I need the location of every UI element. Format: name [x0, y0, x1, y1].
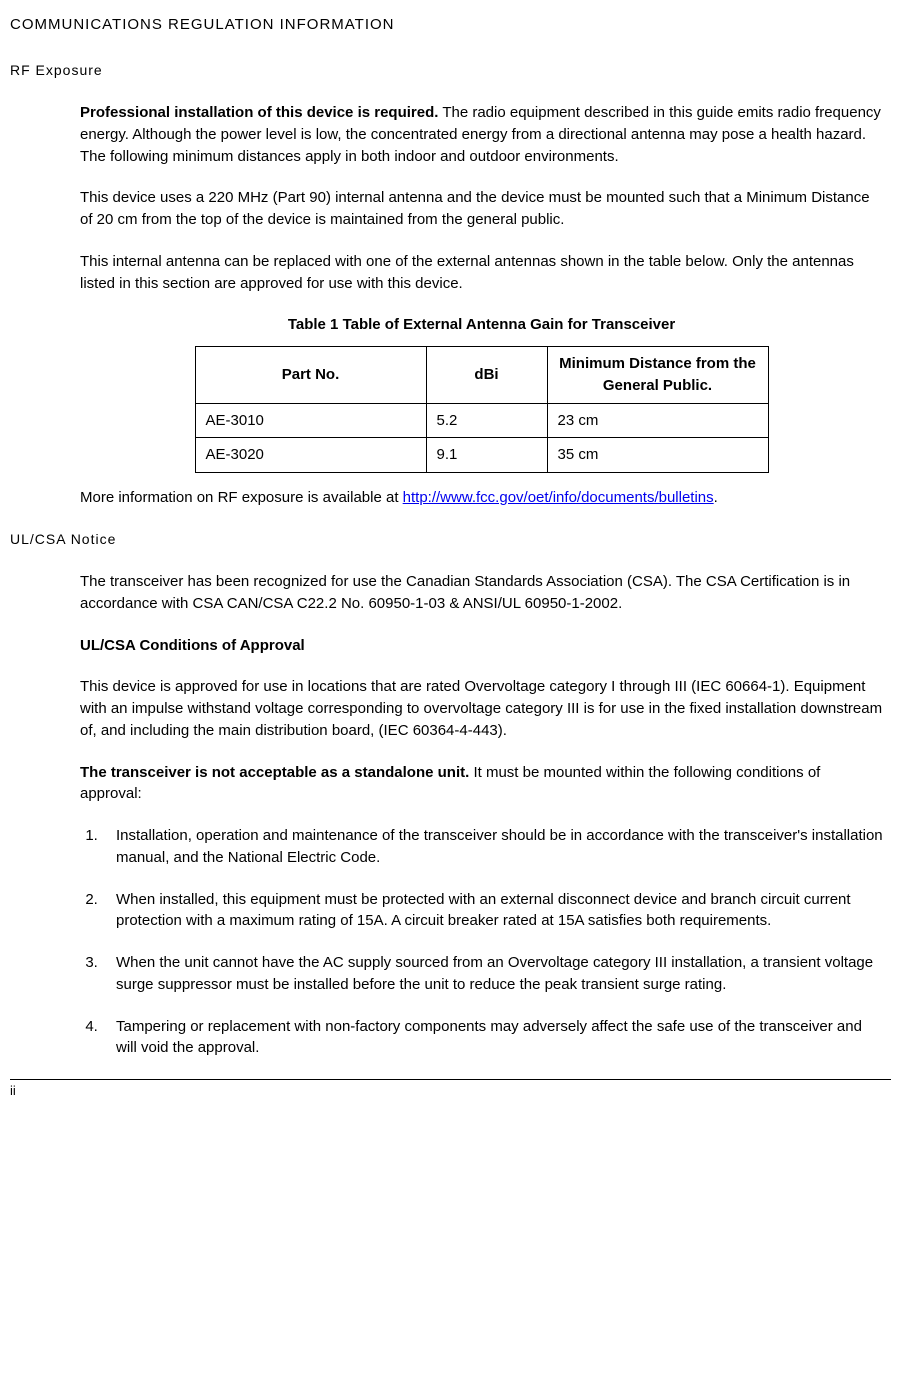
ul-p1: The transceiver has been recognized for … [80, 571, 883, 615]
cell-dbi: 5.2 [426, 403, 547, 438]
cell-distance: 35 cm [547, 438, 768, 473]
table-header-row: Part No. dBi Minimum Distance from the G… [195, 347, 768, 404]
table-row: AE-3020 9.1 35 cm [195, 438, 768, 473]
rf-more-info: More information on RF exposure is avail… [80, 487, 883, 509]
rf-paragraph-1: Professional installation of this device… [80, 102, 883, 167]
list-item: Tampering or replacement with non-factor… [102, 1016, 883, 1060]
page-number: ii [10, 1083, 16, 1098]
antenna-table: Part No. dBi Minimum Distance from the G… [195, 346, 769, 473]
rf-exposure-heading: RF Exposure [10, 60, 891, 80]
table-caption: Table 1 Table of External Antenna Gain f… [80, 314, 883, 336]
rf-paragraph-2: This device uses a 220 MHz (Part 90) int… [80, 187, 883, 231]
col-partno: Part No. [195, 347, 426, 404]
cell-partno: AE-3010 [195, 403, 426, 438]
col-distance: Minimum Distance from the General Public… [547, 347, 768, 404]
conditions-list: Installation, operation and maintenance … [80, 825, 883, 1059]
rf-p1-bold: Professional installation of this device… [80, 104, 438, 121]
ul-p2: This device is approved for use in locat… [80, 676, 883, 741]
more-info-pre: More information on RF exposure is avail… [80, 489, 403, 506]
table-row: AE-3010 5.2 23 cm [195, 403, 768, 438]
rf-exposure-body: Professional installation of this device… [80, 102, 883, 509]
ul-cond-heading: UL/CSA Conditions of Approval [80, 635, 883, 657]
more-info-post: . [714, 489, 718, 506]
ul-csa-heading: UL/CSA Notice [10, 529, 891, 549]
ul-p3: The transceiver is not acceptable as a s… [80, 762, 883, 806]
fcc-link[interactable]: http://www.fcc.gov/oet/info/documents/bu… [403, 489, 714, 506]
footer: ii [10, 1079, 891, 1101]
rf-paragraph-3: This internal antenna can be replaced wi… [80, 251, 883, 295]
ul-p3-bold: The transceiver is not acceptable as a s… [80, 764, 469, 781]
list-item: When the unit cannot have the AC supply … [102, 952, 883, 996]
cell-dbi: 9.1 [426, 438, 547, 473]
cell-partno: AE-3020 [195, 438, 426, 473]
list-item: When installed, this equipment must be p… [102, 889, 883, 933]
col-dbi: dBi [426, 347, 547, 404]
ul-csa-body: The transceiver has been recognized for … [80, 571, 883, 1059]
cell-distance: 23 cm [547, 403, 768, 438]
section-title: COMMUNICATIONS REGULATION INFORMATION [10, 14, 891, 36]
list-item: Installation, operation and maintenance … [102, 825, 883, 869]
